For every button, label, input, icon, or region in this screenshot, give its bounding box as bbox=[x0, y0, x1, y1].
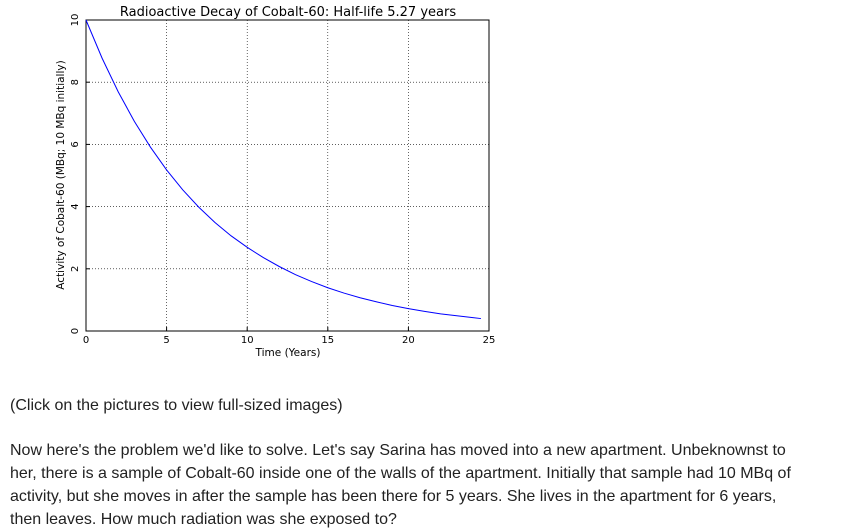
x-axis-label: Time (Years) bbox=[255, 347, 321, 359]
paragraph: Now here's the problem we'd like to solv… bbox=[10, 439, 791, 531]
chart-title: Radioactive Decay of Cobalt-60: Half-lif… bbox=[120, 5, 456, 20]
y-tick-label: 10 bbox=[70, 14, 81, 27]
y-tick-label: 0 bbox=[70, 328, 81, 334]
paragraph-line: Now here's the problem we'd like to solv… bbox=[10, 442, 786, 459]
x-tick-label: 25 bbox=[483, 335, 496, 346]
x-tick-label: 10 bbox=[241, 335, 254, 346]
x-tick-label: 20 bbox=[402, 335, 415, 346]
data-line bbox=[85, 19, 481, 320]
chart: Radioactive Decay of Cobalt-60: Half-lif… bbox=[55, 5, 496, 359]
y-tick-label: 6 bbox=[70, 141, 81, 147]
x-tick-label: 0 bbox=[83, 335, 89, 346]
y-tick-label: 4 bbox=[70, 203, 81, 209]
paragraph-line: her, there is a sample of Cobalt-60 insi… bbox=[10, 465, 791, 482]
y-tick-label: 2 bbox=[70, 266, 81, 272]
paragraph-line: then leaves. How much radiation was she … bbox=[10, 511, 397, 528]
note: (Click on the pictures to view full-size… bbox=[10, 397, 343, 414]
y-axis-label: Activity of Cobalt-60 (MBq; 10 MBq initi… bbox=[55, 60, 67, 289]
x-tick-label: 5 bbox=[163, 335, 169, 346]
plot-frame bbox=[85, 19, 490, 332]
paragraph-line: activity, but she moves in after the sam… bbox=[10, 488, 777, 505]
y-tick-label: 8 bbox=[70, 79, 81, 85]
x-tick-label: 15 bbox=[321, 335, 334, 346]
